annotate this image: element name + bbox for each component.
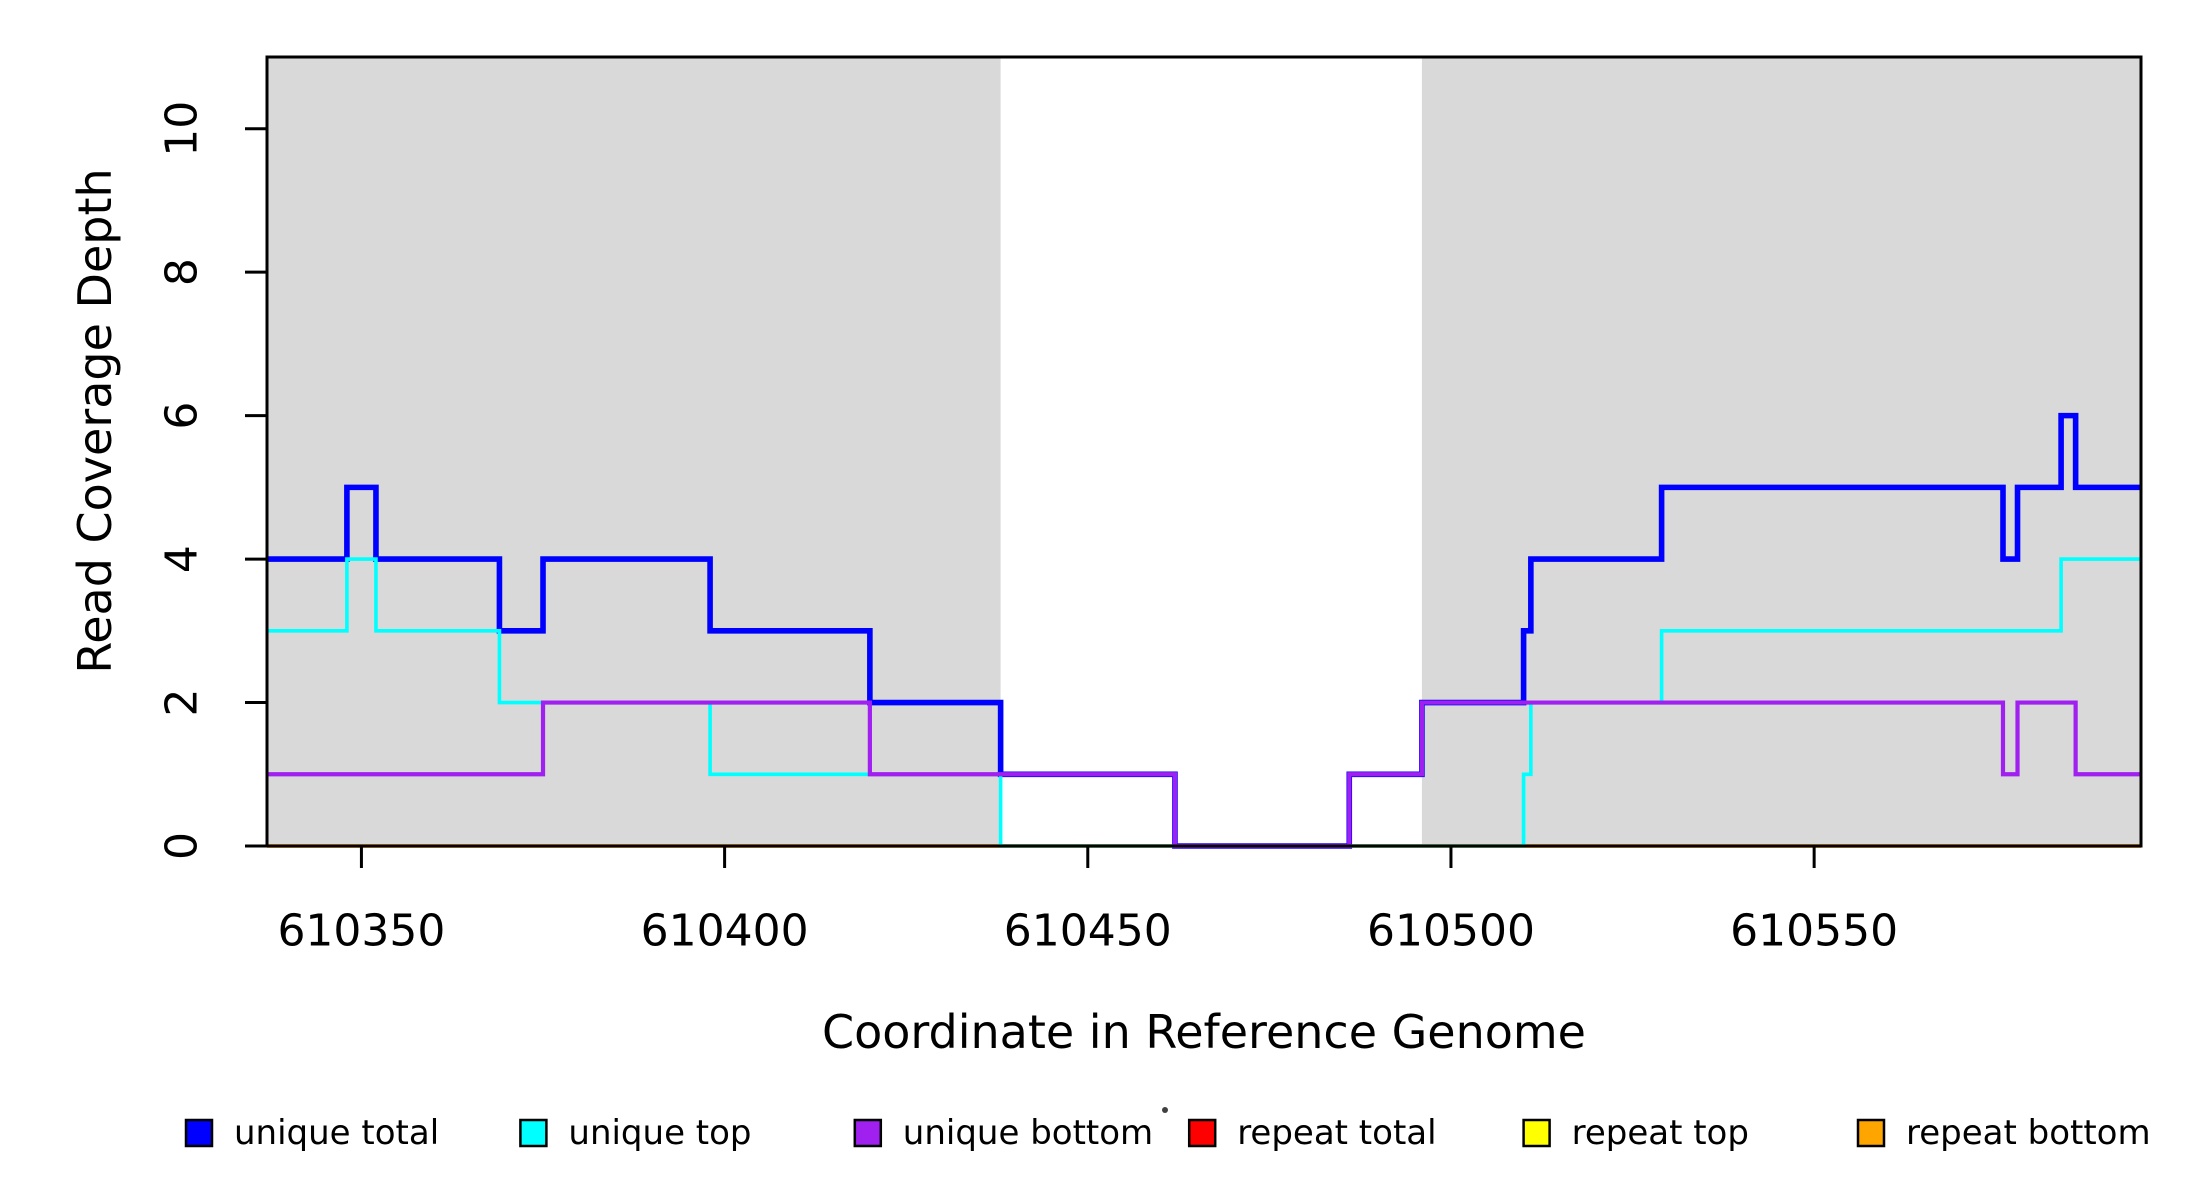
legend-item-repeat-top: repeat top bbox=[1522, 1113, 1749, 1153]
legend-label: repeat top bbox=[1572, 1113, 1749, 1153]
x-tick-label: 610550 bbox=[1730, 906, 1898, 957]
legend-swatch-repeat-total bbox=[1187, 1118, 1217, 1148]
legend-item-unique-total: unique total bbox=[184, 1113, 439, 1153]
plot-box bbox=[265, 55, 2143, 848]
x-tick-label: 610500 bbox=[1367, 906, 1535, 957]
x-axis-title: Coordinate in Reference Genome bbox=[822, 1005, 1586, 1059]
y-tick-label: 10 bbox=[157, 101, 208, 157]
y-tick-label: 0 bbox=[157, 832, 208, 860]
legend-label: repeat bottom bbox=[1906, 1113, 2151, 1153]
stray-dot bbox=[1162, 1107, 1168, 1113]
legend-label: unique top bbox=[568, 1113, 751, 1153]
y-axis-title: Read Coverage Depth bbox=[68, 168, 122, 673]
legend-item-repeat-bottom: repeat bottom bbox=[1856, 1113, 2151, 1153]
series-line-unique-bottom bbox=[267, 700, 2141, 849]
legend-item-unique-top: unique top bbox=[519, 1113, 752, 1153]
series-line-unique-top bbox=[267, 557, 2141, 848]
legend-item-unique-bottom: unique bottom bbox=[853, 1113, 1153, 1153]
legend-swatch-repeat-bottom bbox=[1856, 1118, 1886, 1148]
y-tick-label: 2 bbox=[157, 689, 208, 717]
shaded-region-0 bbox=[267, 57, 1001, 846]
legend-item-repeat-total: repeat total bbox=[1187, 1113, 1437, 1153]
shaded-region-1 bbox=[1421, 57, 2141, 846]
x-tick-label: 610450 bbox=[1004, 906, 1172, 957]
y-tick-label: 6 bbox=[157, 402, 208, 430]
legend-swatch-unique-top bbox=[519, 1118, 548, 1148]
legend-swatch-repeat-top bbox=[1522, 1118, 1551, 1148]
x-tick-label: 610350 bbox=[277, 906, 445, 957]
y-tick-label: 8 bbox=[157, 258, 208, 286]
legend-swatch-unique-total bbox=[184, 1118, 214, 1148]
legend-label: repeat total bbox=[1237, 1113, 1436, 1153]
legend-label: unique total bbox=[234, 1113, 439, 1153]
legend-label: unique bottom bbox=[903, 1113, 1153, 1153]
x-tick-label: 610400 bbox=[641, 906, 809, 957]
y-tick-label: 4 bbox=[157, 545, 208, 573]
legend-swatch-unique-bottom bbox=[853, 1118, 883, 1148]
